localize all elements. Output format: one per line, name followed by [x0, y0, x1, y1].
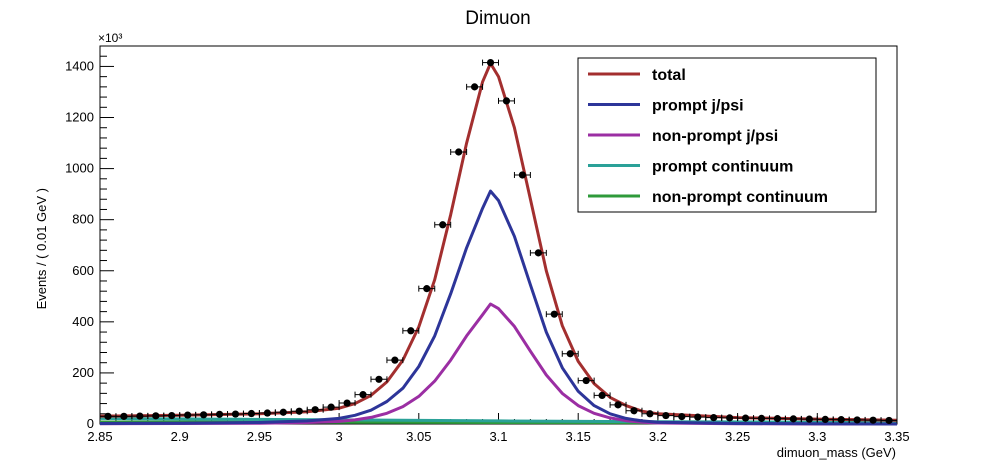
data-point — [231, 410, 240, 418]
data-point — [869, 416, 877, 424]
data-point — [726, 414, 734, 422]
y-tick-label: 600 — [72, 263, 94, 278]
data-point — [614, 401, 622, 409]
data-point — [486, 59, 495, 67]
series-line-prompt-continuum — [99, 416, 898, 424]
x-tick-label: 2.95 — [247, 429, 272, 444]
data-point — [630, 407, 638, 415]
x-tick-label: 3.35 — [884, 429, 909, 444]
x-tick-label: 2.85 — [87, 429, 112, 444]
data-point — [710, 414, 718, 422]
data-point — [184, 411, 192, 419]
x-tick-label: 3.25 — [725, 429, 750, 444]
data-point — [391, 356, 399, 364]
x-tick-label: 2.9 — [171, 429, 189, 444]
y-axis: 0 200 400 600 800 1000 1200 1400 — [65, 55, 114, 431]
legend-label: prompt j/psi — [652, 98, 744, 115]
x-tick-label: 3.05 — [406, 429, 431, 444]
data-point — [821, 415, 829, 424]
x-tick-label: 3.3 — [808, 429, 826, 444]
data-point — [200, 411, 208, 419]
y-tick-label: 1400 — [65, 58, 94, 73]
data-point — [279, 408, 287, 416]
y-tick-label: 1000 — [65, 161, 94, 176]
data-point — [423, 285, 431, 293]
x-tick-label: 3.15 — [566, 429, 591, 444]
legend: total prompt j/psi non-prompt j/psi prompt … — [577, 57, 877, 213]
data-point — [247, 409, 256, 418]
legend-label: prompt continuum — [652, 159, 793, 176]
x-tick-label: 3.2 — [649, 429, 667, 444]
y-tick-label: 800 — [72, 212, 94, 227]
data-point — [885, 416, 893, 425]
y-tick-label: 0 — [87, 416, 94, 431]
data-point — [550, 310, 558, 318]
data-points — [99, 59, 898, 425]
data-point — [359, 391, 367, 399]
data-point — [120, 412, 128, 420]
data-point — [566, 350, 574, 358]
y-multiplier-label: ×10³ — [98, 31, 122, 45]
data-point — [837, 416, 845, 424]
data-point — [295, 407, 303, 415]
x-axis-label: dimuon_mass (GeV) — [777, 445, 896, 460]
data-point — [311, 406, 319, 414]
data-point — [375, 375, 383, 383]
data-point — [104, 412, 112, 420]
data-point — [470, 83, 479, 91]
y-tick-label: 400 — [72, 314, 94, 329]
x-axis: 2.85 2.9 2.95 3 3.05 3.1 3.15 3.2 3.25 3.3 3.35 — [87, 413, 910, 444]
data-point — [343, 399, 351, 407]
y-axis-label: Events / ( 0.01 GeV ) — [34, 188, 49, 309]
series-line-prompt-j-psi — [99, 189, 898, 426]
data-point — [678, 412, 686, 421]
legend-label: non-prompt j/psi — [652, 128, 778, 145]
data-point — [502, 97, 511, 105]
data-point — [152, 412, 160, 420]
data-point — [455, 148, 463, 156]
data-point — [518, 171, 527, 179]
data-point — [646, 410, 654, 418]
data-point — [662, 411, 670, 420]
x-tick-label: 3.1 — [489, 429, 507, 444]
data-point — [407, 327, 415, 335]
data-point — [853, 416, 861, 424]
data-point — [582, 376, 590, 385]
data-point — [534, 249, 542, 257]
data-point — [757, 414, 766, 422]
data-point — [327, 403, 335, 411]
data-point — [789, 415, 797, 423]
chart-title: Dimuon — [465, 8, 530, 29]
series-line-non-prompt-j-psi — [99, 302, 897, 426]
data-point — [439, 221, 447, 229]
x-tick-label: 3 — [335, 429, 342, 444]
legend-label: non-prompt continuum — [652, 189, 828, 206]
legend-entries: total prompt j/psi non-prompt j/psi prompt … — [588, 67, 828, 206]
data-point — [694, 413, 702, 421]
data-point — [741, 414, 750, 422]
data-point — [805, 415, 813, 423]
legend-label: total — [652, 67, 686, 84]
y-tick-label: 1200 — [65, 110, 94, 125]
data-point — [773, 415, 782, 423]
data-point — [136, 412, 144, 420]
data-point — [598, 391, 606, 399]
data-point — [215, 410, 224, 418]
data-point — [263, 409, 271, 417]
y-tick-label: 200 — [72, 365, 94, 380]
data-point — [168, 411, 176, 420]
